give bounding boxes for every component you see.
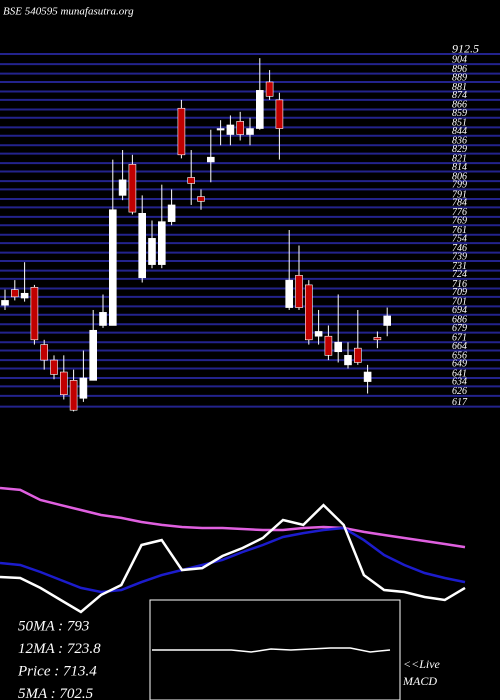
candle-body [324, 335, 333, 356]
macd-box [149, 599, 401, 700]
y-tick-label: 671 [452, 332, 467, 343]
candle-body [275, 99, 284, 129]
y-tick-label: 634 [452, 377, 467, 388]
candle-body [148, 238, 156, 265]
y-tick-label: 679 [452, 323, 467, 334]
y-tick-label: 716 [452, 279, 467, 290]
y-tick-label: 761 [452, 225, 467, 236]
indicator-line [0, 486, 466, 549]
y-tick-label: 617 [452, 397, 468, 408]
y-tick-label: 769 [452, 216, 467, 227]
candle-body [59, 371, 68, 396]
candle-body [89, 329, 97, 381]
y-tick-label: 754 [452, 233, 467, 244]
y-tick-label: 791 [452, 189, 467, 200]
y-tick-label: 664 [452, 341, 467, 352]
candle-body [344, 355, 352, 366]
candle-body [11, 289, 19, 298]
candle-body [353, 347, 362, 363]
info-label: Price : 713.4 [17, 663, 97, 679]
indicator-line [152, 647, 391, 653]
y-tick-label: 874 [452, 90, 467, 101]
candle-body [99, 312, 107, 326]
y-tick-label: 889 [452, 72, 467, 83]
info-label: 12MA : 723.8 [18, 641, 101, 657]
y-tick-label: 739 [452, 251, 467, 262]
candle-body [138, 212, 146, 279]
y-tick-label: 784 [452, 198, 467, 209]
candle-body [187, 177, 195, 184]
macd-label: <<Live [403, 657, 441, 671]
y-tick-label: 806 [452, 171, 467, 182]
y-tick-label: 746 [452, 243, 467, 254]
y-tick-label: 844 [452, 126, 467, 137]
y-tick-label: 626 [452, 386, 467, 397]
candle-body [1, 300, 9, 306]
y-tick-label: 686 [452, 315, 467, 326]
candle-body [216, 128, 225, 131]
candle-body [226, 124, 235, 135]
y-tick-label: 656 [452, 350, 467, 361]
candle-body [207, 156, 215, 163]
candle-body [30, 286, 39, 341]
y-tick-label: 641 [452, 368, 467, 379]
y-tick-label: 836 [452, 136, 467, 147]
y-tick-label: 859 [452, 108, 467, 119]
y-tick-label: 649 [452, 359, 467, 370]
candle-body [118, 179, 127, 196]
indicator-line [0, 526, 466, 594]
y-tick-label: 731 [452, 261, 467, 272]
candle-body [109, 209, 117, 326]
candle-body [69, 380, 78, 411]
candle-body [40, 344, 49, 361]
chart-title: BSE 540595 munafasutra.org [3, 6, 134, 18]
y-tick-label: 829 [452, 144, 467, 155]
candle-body [197, 196, 205, 202]
candle-body [383, 315, 392, 326]
candle-body [334, 341, 343, 353]
y-tick-label: 881 [452, 82, 467, 93]
candle-body [50, 359, 58, 375]
y-tick-label: 799 [452, 180, 467, 191]
candle-body [167, 204, 176, 222]
candle-body [373, 337, 382, 341]
indicator-line [0, 503, 466, 614]
candle-body [255, 90, 264, 129]
y-tick-label: 912.5 [452, 42, 479, 56]
candle-body [304, 284, 313, 341]
candle-body [265, 81, 274, 97]
y-tick-label: 821 [452, 153, 467, 164]
candle-body [158, 221, 166, 265]
candle-body [295, 275, 303, 308]
y-tick-label: 724 [452, 269, 467, 280]
y-tick-label: 866 [452, 100, 467, 111]
macd-label: MACD [402, 674, 437, 688]
y-tick-label: 709 [452, 287, 467, 298]
candle-body [236, 121, 244, 135]
candle-body [246, 128, 254, 135]
candle-body [20, 292, 29, 299]
y-tick-label: 896 [452, 64, 467, 75]
candle-body [79, 377, 88, 399]
info-label: 50MA : 793 [18, 618, 89, 634]
info-label: 5MA : 702.5 [18, 686, 94, 700]
y-tick-label: 694 [452, 305, 467, 316]
candle-body [285, 279, 294, 308]
y-tick-label: 701 [452, 297, 467, 308]
y-tick-label: 851 [452, 118, 467, 129]
candle-body [128, 164, 137, 213]
candle-body [177, 107, 186, 156]
y-tick-label: 814 [452, 162, 467, 173]
candle-body [363, 371, 372, 382]
y-tick-label: 776 [452, 207, 467, 218]
y-tick-label: 904 [452, 54, 467, 65]
candle-body [314, 331, 323, 337]
